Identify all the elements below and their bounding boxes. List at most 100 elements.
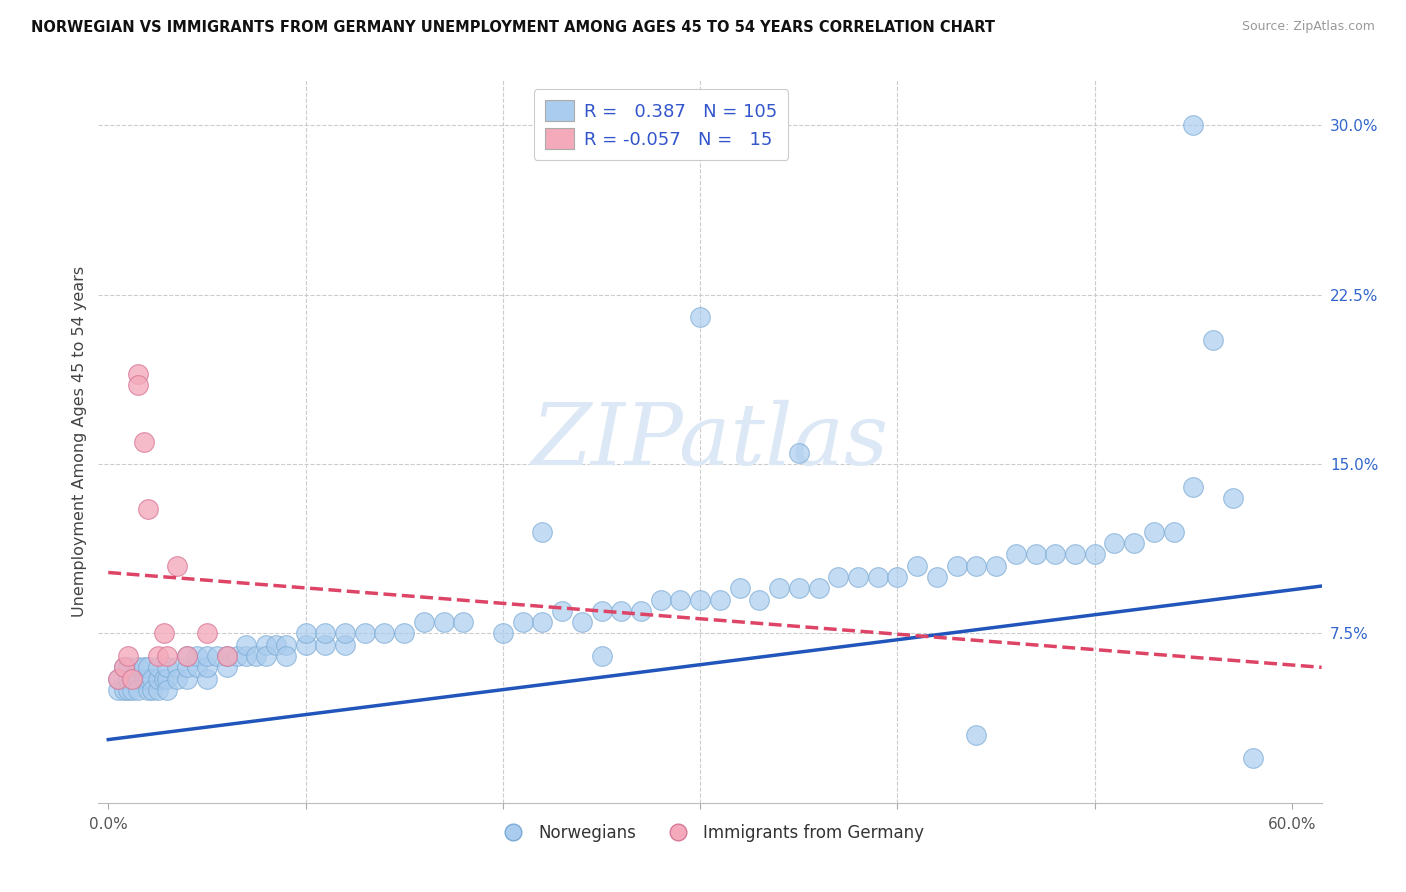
Point xyxy=(925,570,948,584)
Point xyxy=(333,638,356,652)
Point xyxy=(294,638,316,652)
Point xyxy=(1182,480,1205,494)
Point xyxy=(373,626,395,640)
Point xyxy=(591,604,613,618)
Point xyxy=(215,648,238,663)
Point xyxy=(512,615,534,630)
Point xyxy=(186,660,208,674)
Point xyxy=(132,434,155,449)
Point xyxy=(591,648,613,663)
Point xyxy=(176,648,198,663)
Point xyxy=(1104,536,1126,550)
Point xyxy=(905,558,928,573)
Point xyxy=(571,615,593,630)
Point xyxy=(156,672,179,686)
Point xyxy=(195,648,218,663)
Point xyxy=(141,672,163,686)
Point xyxy=(1222,491,1244,505)
Point xyxy=(156,682,179,697)
Point xyxy=(392,626,416,640)
Point xyxy=(132,672,155,686)
Point xyxy=(156,660,179,674)
Text: ZIPatlas: ZIPatlas xyxy=(531,401,889,483)
Point xyxy=(166,660,188,674)
Point xyxy=(132,660,155,674)
Point xyxy=(1123,536,1146,550)
Point xyxy=(245,648,267,663)
Point xyxy=(1163,524,1185,539)
Point xyxy=(156,648,179,663)
Point xyxy=(1084,548,1107,562)
Point xyxy=(353,626,375,640)
Point xyxy=(152,626,174,640)
Point xyxy=(166,558,188,573)
Point xyxy=(112,660,135,674)
Point xyxy=(531,615,554,630)
Point xyxy=(1143,524,1166,539)
Point xyxy=(176,648,198,663)
Point xyxy=(176,660,198,674)
Point xyxy=(127,660,149,674)
Point xyxy=(492,626,515,640)
Point xyxy=(453,615,475,630)
Point xyxy=(112,682,135,697)
Point xyxy=(152,672,174,686)
Point xyxy=(176,672,198,686)
Legend: Norwegians, Immigrants from Germany: Norwegians, Immigrants from Germany xyxy=(489,817,931,848)
Point xyxy=(630,604,652,618)
Point xyxy=(1045,548,1067,562)
Point xyxy=(146,672,169,686)
Point xyxy=(121,682,143,697)
Point xyxy=(433,615,456,630)
Point xyxy=(314,638,336,652)
Point xyxy=(294,626,316,640)
Point xyxy=(274,648,297,663)
Point xyxy=(787,582,810,596)
Point xyxy=(886,570,908,584)
Point xyxy=(121,672,143,686)
Point xyxy=(195,626,218,640)
Point xyxy=(195,660,218,674)
Point xyxy=(136,682,159,697)
Point xyxy=(136,502,159,516)
Point xyxy=(551,604,574,618)
Point xyxy=(146,660,169,674)
Point xyxy=(117,648,139,663)
Point xyxy=(127,367,149,381)
Point xyxy=(127,672,149,686)
Point xyxy=(127,682,149,697)
Point xyxy=(846,570,869,584)
Point xyxy=(136,660,159,674)
Point xyxy=(121,672,143,686)
Point xyxy=(866,570,889,584)
Point xyxy=(215,648,238,663)
Point xyxy=(264,638,287,652)
Point xyxy=(107,672,129,686)
Point xyxy=(166,672,188,686)
Point xyxy=(827,570,849,584)
Point xyxy=(117,682,139,697)
Point xyxy=(945,558,967,573)
Point xyxy=(117,672,139,686)
Point xyxy=(146,648,169,663)
Point xyxy=(728,582,751,596)
Point xyxy=(807,582,830,596)
Point xyxy=(748,592,770,607)
Point xyxy=(984,558,1007,573)
Point xyxy=(965,728,987,742)
Point xyxy=(107,672,129,686)
Point xyxy=(1241,750,1264,764)
Point xyxy=(117,660,139,674)
Point xyxy=(136,672,159,686)
Point xyxy=(709,592,731,607)
Point xyxy=(650,592,672,607)
Point xyxy=(531,524,554,539)
Point xyxy=(1202,333,1225,347)
Point xyxy=(235,648,257,663)
Point xyxy=(274,638,297,652)
Point xyxy=(141,682,163,697)
Point xyxy=(186,648,208,663)
Point xyxy=(787,446,810,460)
Y-axis label: Unemployment Among Ages 45 to 54 years: Unemployment Among Ages 45 to 54 years xyxy=(72,266,87,617)
Point xyxy=(610,604,633,618)
